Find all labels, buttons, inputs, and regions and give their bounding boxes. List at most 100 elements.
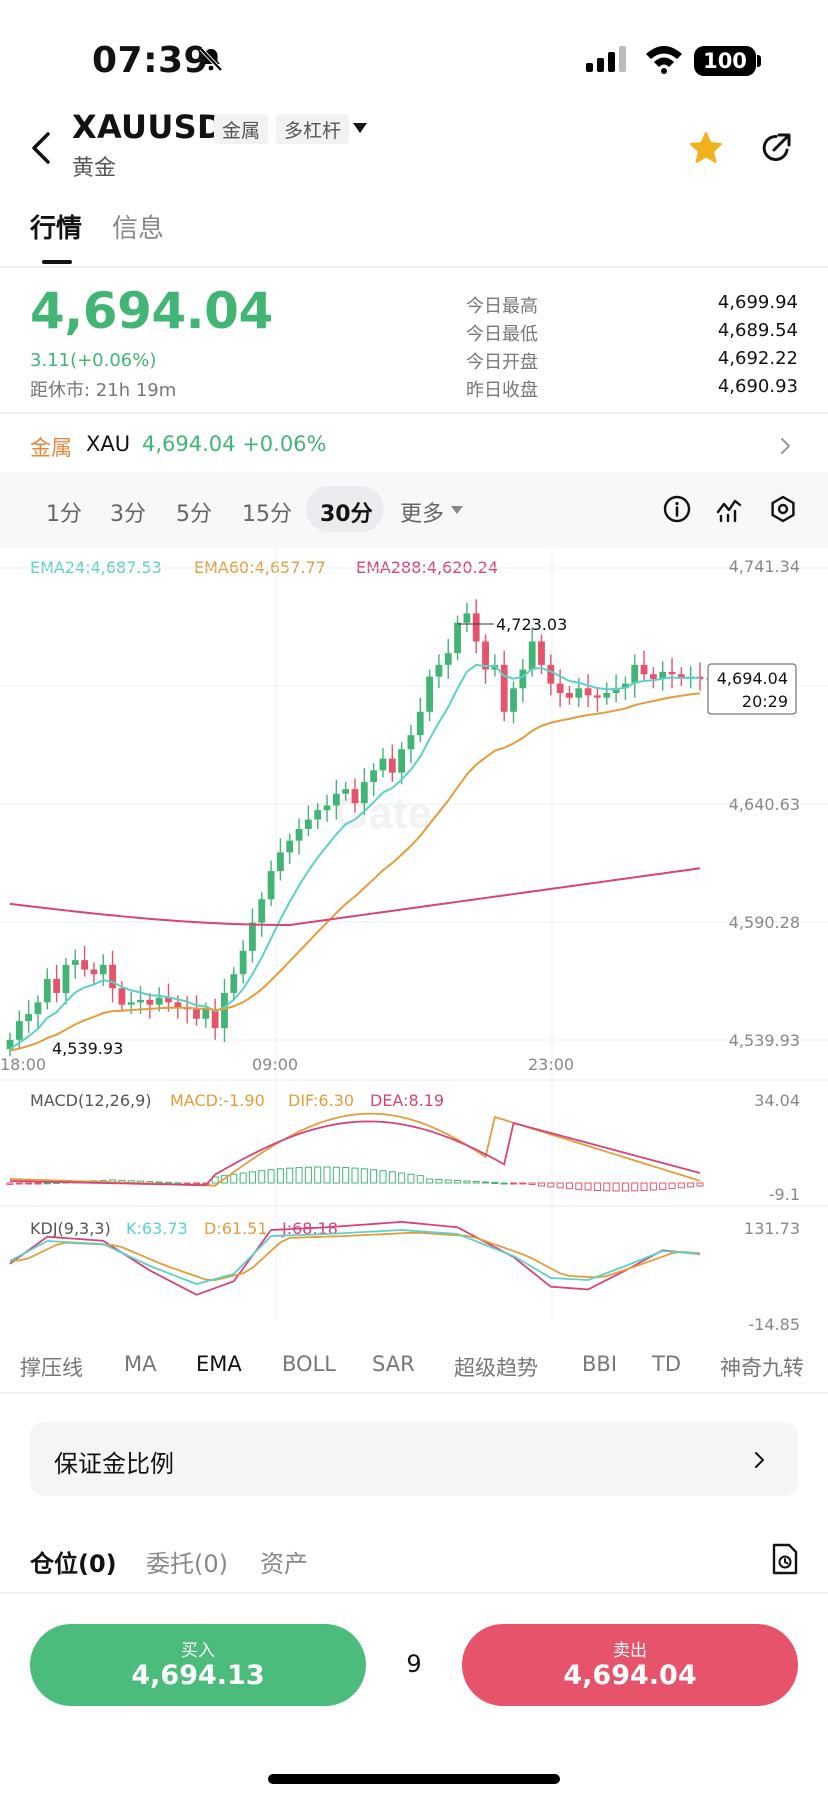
buy-price: 4,694.13 bbox=[131, 1660, 265, 1691]
timeframe-1m[interactable]: 1分 bbox=[46, 502, 82, 527]
y-axis-label: 4,539.93 bbox=[729, 1031, 800, 1050]
stat-label-low: 今日最低 bbox=[466, 324, 538, 345]
timeframe-15m[interactable]: 15分 bbox=[242, 502, 292, 527]
indicator-tab-td[interactable]: TD bbox=[652, 1352, 681, 1376]
share-icon[interactable] bbox=[758, 130, 794, 166]
macd-histogram-bar bbox=[286, 1167, 294, 1184]
timeframe-more[interactable]: 更多 bbox=[400, 502, 445, 527]
macd-histogram-bar bbox=[584, 1182, 592, 1191]
candle-body bbox=[528, 641, 536, 670]
gate-watermark: Gate bbox=[334, 789, 432, 838]
candle-body bbox=[407, 735, 415, 750]
macd-histogram-bar bbox=[239, 1172, 247, 1184]
candle-body bbox=[155, 997, 163, 1005]
macd-histogram-bar bbox=[565, 1182, 573, 1190]
macd-histogram-bar bbox=[621, 1182, 629, 1192]
current-price-tag bbox=[707, 663, 797, 715]
ema24-line bbox=[9, 663, 701, 1050]
macd-histogram-bar bbox=[472, 1181, 480, 1184]
candle-body bbox=[603, 693, 611, 698]
tab-info[interactable]: 信息 bbox=[112, 214, 165, 244]
buy-button[interactable]: 买入 4,694.13 bbox=[30, 1624, 366, 1706]
underlying-quote[interactable]: 4,694.04 +0.06% bbox=[142, 432, 327, 456]
symbol-dropdown-icon[interactable] bbox=[352, 122, 368, 134]
last-price: 4,694.04 bbox=[30, 282, 273, 340]
candle-body bbox=[25, 1014, 33, 1022]
candle-body bbox=[463, 613, 471, 623]
candle-body bbox=[258, 899, 266, 923]
candlestick-chart[interactable]: Gate 4,741.34 4,640.63 4,590.28 4,539.93 18:0… bbox=[0, 548, 828, 1330]
macd-dea: DEA:8.19 bbox=[370, 1091, 444, 1110]
price-change: 3.11(+0.06%) bbox=[30, 350, 157, 371]
margin-ratio-label[interactable]: 保证金比例 bbox=[54, 1450, 174, 1478]
macd-title: MACD(12,26,9) bbox=[30, 1091, 152, 1110]
countdown-label: 20:29 bbox=[742, 692, 788, 711]
candle-body bbox=[575, 688, 583, 698]
underlying-category[interactable]: 金属 bbox=[30, 436, 72, 460]
chevron-right-icon[interactable] bbox=[752, 1450, 766, 1470]
chevron-right-icon[interactable] bbox=[778, 436, 792, 456]
info-icon[interactable] bbox=[662, 494, 692, 524]
macd-histogram-bar bbox=[258, 1170, 266, 1184]
underlying-symbol[interactable]: XAU bbox=[86, 432, 131, 456]
candle-body bbox=[351, 789, 359, 804]
macd-histogram-bar bbox=[192, 1182, 200, 1185]
candle-body bbox=[6, 1039, 14, 1050]
candle-body bbox=[547, 664, 555, 684]
favorite-star-icon[interactable] bbox=[688, 130, 724, 166]
candle-body bbox=[174, 1002, 182, 1008]
candle-body bbox=[370, 770, 378, 783]
x-axis-label: 18:00 bbox=[0, 1055, 46, 1074]
timeframe-5m[interactable]: 5分 bbox=[176, 502, 212, 527]
macd-histogram-bar bbox=[519, 1182, 527, 1185]
indicator-tab-bbi[interactable]: BBI bbox=[582, 1352, 618, 1376]
candle-body bbox=[556, 683, 564, 694]
timeframe-3m[interactable]: 3分 bbox=[110, 502, 146, 527]
candle-body bbox=[519, 669, 527, 689]
indicator-divider bbox=[0, 1392, 828, 1394]
tab-assets[interactable]: 资产 bbox=[260, 1550, 308, 1578]
stat-label-open: 今日开盘 bbox=[466, 352, 538, 373]
sell-button[interactable]: 卖出 4,694.04 bbox=[462, 1624, 798, 1706]
battery-indicator: 100 bbox=[694, 46, 756, 76]
candle-body bbox=[34, 1002, 42, 1015]
candle-body bbox=[482, 641, 489, 670]
timeframe-30m[interactable]: 30分 bbox=[320, 502, 373, 527]
tab-positions[interactable]: 仓位(0) bbox=[30, 1550, 117, 1578]
tab-orders[interactable]: 委托(0) bbox=[146, 1550, 228, 1578]
tabs-divider bbox=[0, 266, 828, 268]
indicator-tab-boll[interactable]: BOLL bbox=[282, 1352, 336, 1376]
indicator-tab-supertrend[interactable]: 超级趋势 bbox=[454, 1356, 538, 1380]
margin-ratio-card[interactable] bbox=[30, 1422, 798, 1496]
indicator-tab-magic-nine[interactable]: 神奇九转 bbox=[720, 1356, 804, 1380]
candle-body bbox=[109, 964, 116, 989]
macd-histogram-bar bbox=[276, 1168, 284, 1184]
order-history-icon[interactable] bbox=[770, 1542, 800, 1576]
candle-body bbox=[659, 671, 667, 679]
macd-histogram-bar bbox=[388, 1171, 396, 1184]
stat-value-high: 4,699.94 bbox=[717, 292, 798, 313]
stat-label-prev-close: 昨日收盘 bbox=[466, 380, 538, 401]
kdj-d: D:61.51 bbox=[204, 1219, 268, 1238]
candle-body bbox=[444, 653, 452, 665]
candle-body bbox=[249, 922, 256, 951]
candle-body bbox=[416, 711, 424, 736]
chart-settings-gear-icon[interactable] bbox=[768, 494, 798, 524]
candle-body bbox=[677, 674, 685, 679]
indicator-tab-sar[interactable]: SAR bbox=[372, 1352, 415, 1376]
indicator-tab-ema[interactable]: EMA bbox=[196, 1352, 242, 1376]
candle-body bbox=[15, 1021, 23, 1040]
positions-divider bbox=[0, 1592, 828, 1594]
tab-market[interactable]: 行情 bbox=[30, 214, 83, 244]
more-caret-icon[interactable] bbox=[451, 506, 463, 515]
back-arrow-icon[interactable] bbox=[26, 128, 60, 168]
indicator-tab-ma[interactable]: MA bbox=[124, 1352, 157, 1376]
macd-histogram-bar bbox=[696, 1182, 704, 1187]
indicator-tab-support-resistance[interactable]: 撑压线 bbox=[20, 1356, 83, 1380]
macd-histogram-bar bbox=[230, 1173, 238, 1184]
candle-body bbox=[491, 664, 499, 670]
symbol-name: 黄金 bbox=[72, 156, 117, 181]
candle-body bbox=[510, 688, 517, 712]
indicator-settings-icon[interactable] bbox=[714, 494, 744, 524]
candle-body bbox=[584, 688, 592, 696]
